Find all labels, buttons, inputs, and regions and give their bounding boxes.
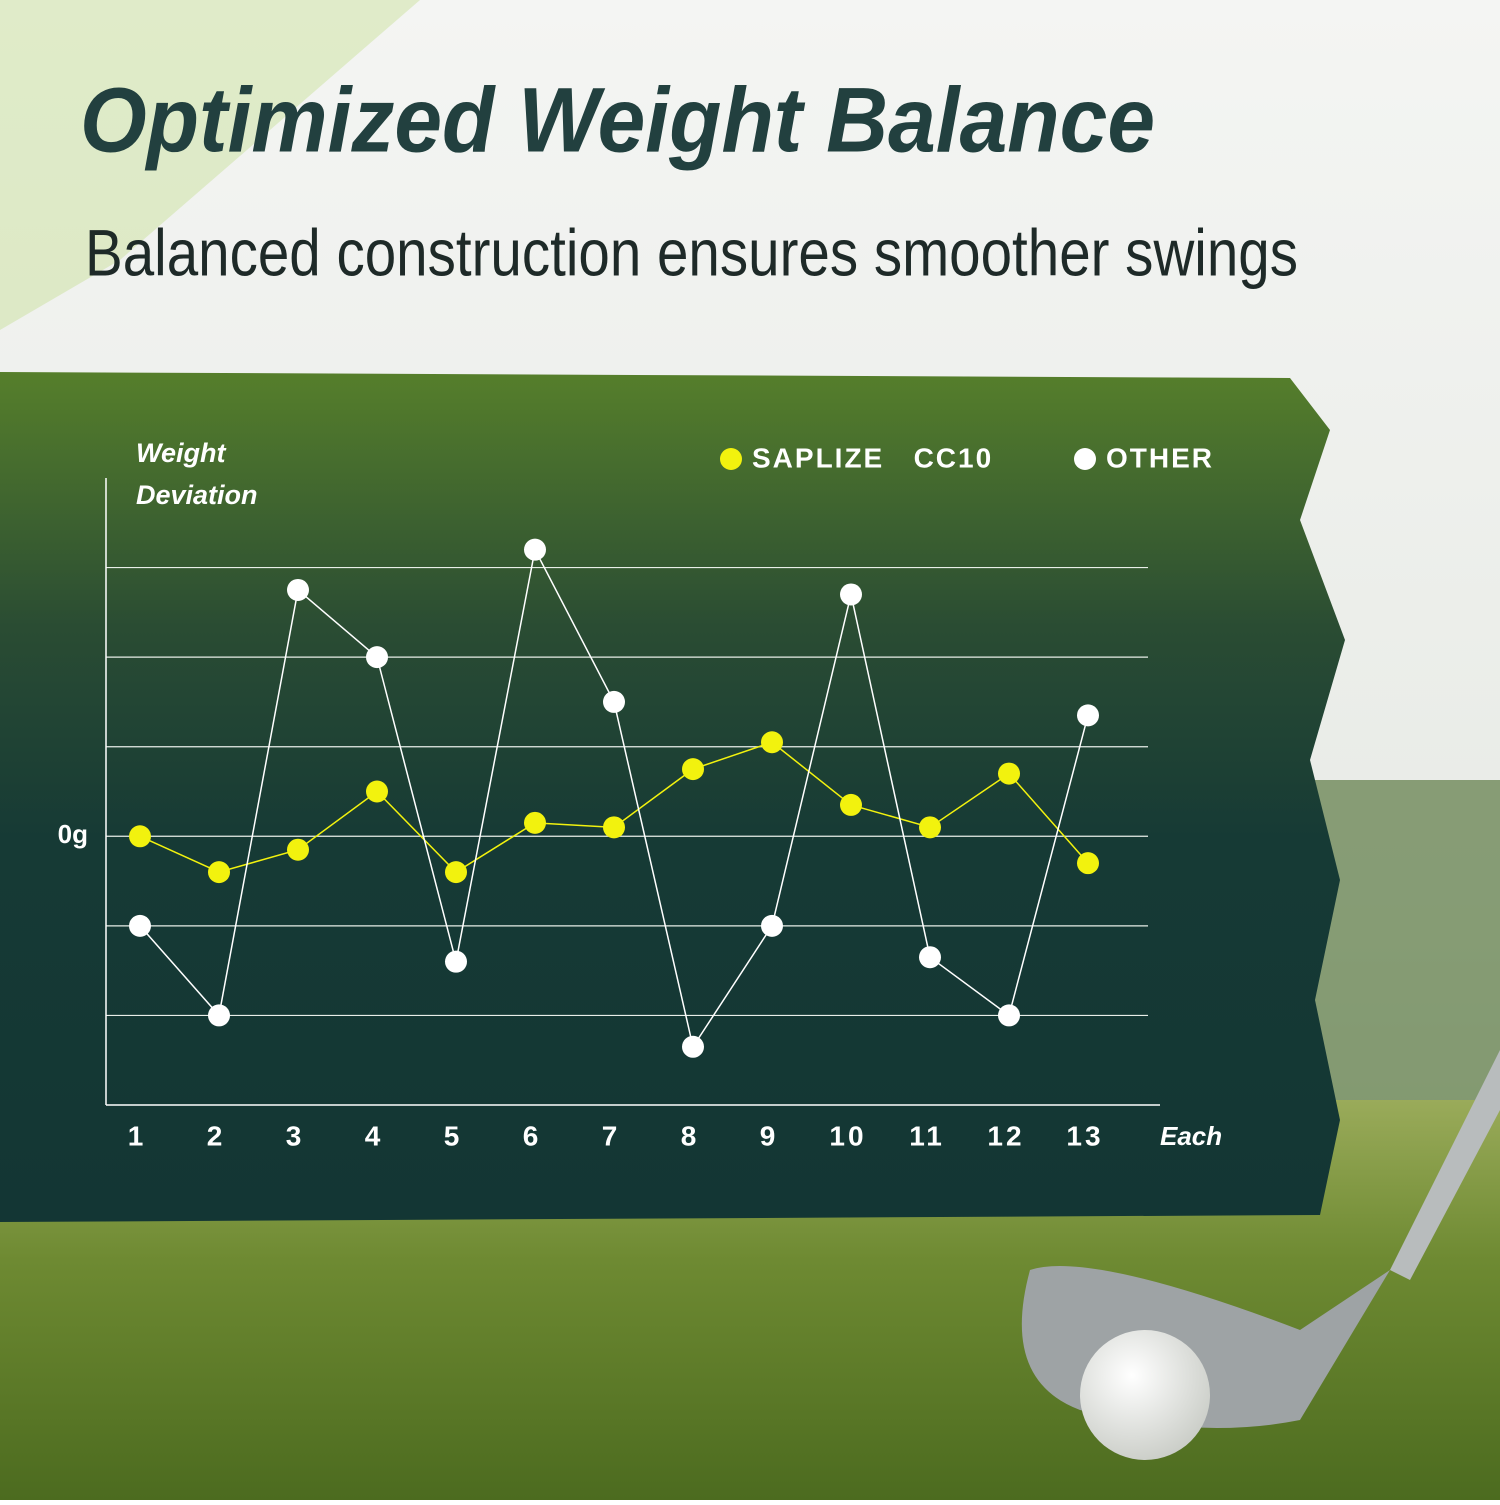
x-tick-label: 7 [602,1120,621,1151]
y-axis-label: Weight Deviation [136,438,258,510]
x-tick-label: 12 [987,1120,1024,1151]
data-point [366,780,388,803]
x-tick-label: 6 [523,1120,542,1151]
data-point [445,861,467,884]
data-point [1077,852,1099,875]
data-point [840,793,862,816]
data-point [366,646,388,669]
legend-label: OTHER [1106,442,1214,473]
x-tick-label: 3 [286,1120,305,1151]
y-label-box: Weight Deviation [136,438,258,510]
data-point [919,946,941,969]
data-point [603,816,625,839]
data-point [524,538,546,561]
data-point [129,914,151,937]
data-point [761,731,783,754]
data-point [761,914,783,937]
title: Optimized Weight Balance [80,69,1155,171]
data-point [998,1004,1020,1027]
subtitle: Balanced construction ensures smoother s… [85,215,1298,289]
data-point [445,950,467,973]
x-tick-label: 9 [760,1120,779,1151]
x-tick-label: 4 [365,1120,384,1151]
x-axis-label: Each [1160,1121,1222,1151]
data-point [1077,704,1099,727]
data-point [998,762,1020,785]
legend-label: SAPLIZE CC10 [752,442,993,473]
trees [1300,780,1500,1100]
x-tick-label: 13 [1066,1120,1103,1151]
data-point [682,1035,704,1058]
data-point [208,861,230,884]
data-point [682,758,704,781]
data-point [129,825,151,848]
data-point [208,1004,230,1027]
legend-marker [720,448,742,470]
data-point [524,811,546,834]
x-tick-label: 1 [128,1120,147,1151]
data-point [840,583,862,606]
golf-ball [1080,1330,1210,1460]
y-tick-label: 0g [58,819,88,849]
x-tick-label: 10 [829,1120,866,1151]
x-tick-label: 5 [444,1120,463,1151]
brush-stroke [0,0,420,330]
x-tick-label: 8 [681,1120,700,1151]
data-point [287,838,309,861]
legend-marker [1074,448,1096,470]
club-shaft [1390,1050,1500,1280]
data-point [287,578,309,601]
data-point [603,690,625,713]
data-point [919,816,941,839]
x-tick-label: 11 [909,1120,945,1151]
x-tick-label: 2 [207,1120,226,1151]
